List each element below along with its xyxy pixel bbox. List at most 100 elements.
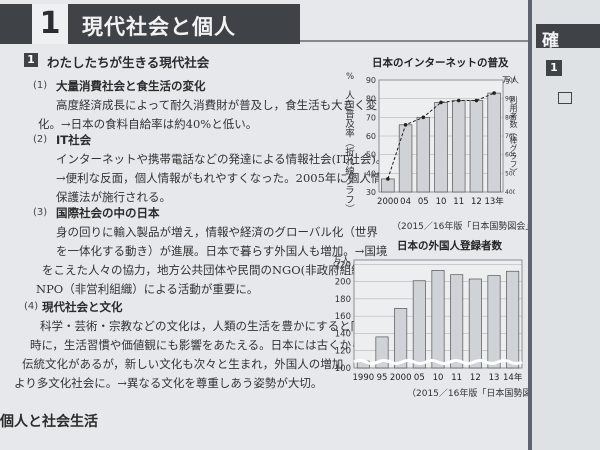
y-tick-label: 220 [335,260,351,270]
bar [416,116,431,193]
y-tick-label: 70 [366,113,376,122]
item-marker: (3) [33,207,48,218]
chart-source: （2015／16年版「日本国勢図会」） [392,222,528,232]
y-axis-unit: 万人 [333,256,351,266]
x-tick-label: 13 [489,373,500,383]
section-number: 1 [24,53,38,67]
line-point [492,91,496,95]
item-marker: (4) [24,301,39,312]
bar [506,270,520,369]
x-tick-label: 05 [414,373,425,383]
x-tick-label: 11 [451,373,462,383]
line-point [403,123,408,127]
item-heading: 現代社会と文化 [42,300,123,314]
x-tick-label: 13年 [484,196,504,207]
y-tick-label: 120 [335,347,351,357]
body-line: 保護法が施行される。 [56,190,171,204]
body-line: 身の回りに輸入製品が増え，情報や経済のグローバル化（世界 [56,225,378,239]
x-tick-label: 12 [471,197,482,207]
y-right-tick-label: 4000 [505,189,515,196]
y-tick-label: 50 [366,151,376,160]
item-heading: 大量消費社会と食生活の変化 [56,79,206,93]
x-tick-label: 04 [400,197,411,207]
bar [451,100,466,193]
y-tick-label: 200 [335,278,351,288]
bar [469,100,484,193]
x-tick-label: 14年 [503,372,523,383]
y-tick-label: 140 [335,329,351,339]
right-header-bar [536,24,600,48]
chart-title: 日本のインターネットの普及 [372,57,509,69]
x-tick-label: 05 [418,197,429,207]
body-line: →便利な反面，個人情報がもれやすくなった。2005年に個人情報 [56,171,394,185]
x-tick-label: 2000 [390,373,412,383]
body-line: を一体化する動き）が進展。日本で暮らす外国人も増加。→国境 [56,244,388,258]
y-right-tick-label: 10000 [505,77,515,84]
body-line: 伝統文化があるが，新しい文化も次々と生まれ，外国人の増加 [22,357,344,371]
line-axis-label: 人口普及率（折れ線グラフ） [343,90,354,214]
internet-chart: 30 40 50 60 70 80 90 4000 5000 6000 7000 8000 9000 10… [366,76,515,207]
header-rule [300,40,528,42]
y-tick-label: 40 [366,169,376,178]
bar [394,308,408,369]
x-tick-label: 10 [433,373,444,383]
bar-axis-label: 利用者数（棒グラフ） [509,96,518,176]
line-point [421,115,426,120]
x-tick-label: 10 [436,197,447,207]
y-tick-label: 80 [366,95,376,104]
line-point [474,98,479,103]
y-tick-label: 160 [335,312,351,322]
bar [487,275,501,369]
item-heading: 国際社会の中の日本 [56,206,160,220]
x-tick-label: 2000 [377,197,399,207]
bar [381,178,395,193]
bar [450,274,464,369]
section-title: わたしたちが生きる現代社会 [47,55,210,70]
x-tick-label: 12 [470,373,481,383]
y-axis-unit: % [346,72,355,82]
bar [434,102,448,193]
textbook-page: 1 現代社会と個人 1 わたしたちが生きる現代社会 (1) 大量消費社会と食生活… [0,0,528,450]
bar [412,280,426,369]
body-line: 時に，生活習慣や価値観にも影響をあたえる。日本には古くから [30,338,363,352]
x-tick-label: 11 [453,197,464,207]
body-line: をこえた人々の協力，地方公共団体や民間のNGO(非政府組織)・ [42,263,379,277]
right-page: 確 1 [532,0,600,450]
y-tick-label: 100 [335,364,351,374]
right-header-text: 確 [542,31,559,51]
chart-source: （2015／16年版「日本国勢図会」ほか） [407,389,528,399]
chapter-banner: 1 現代社会と個人 [0,4,300,44]
line-point [386,177,390,181]
body-line: 高度経済成長によって耐久消費財が普及し，食生活も大きく変 [56,98,378,112]
y-tick-label: 90 [366,76,376,85]
y-right-tick-label: 5000 [505,170,515,177]
bar [487,92,501,193]
line-point [439,100,443,105]
chart-title: 日本の外国人登録者数 [397,240,502,252]
item-marker: (1) [33,80,48,91]
line-point [456,98,461,103]
y-right-tick-label: 6000 [505,152,515,159]
checkbox-icon [558,92,572,104]
y-tick-label: 180 [335,295,351,305]
foreign-residents-chart: 100 120 140 160 180 200 220 1990 95 2000 05 10 11 12 1… [335,259,523,383]
x-tick-label: 95 [377,373,388,383]
item-heading: IT社会 [56,133,92,147]
x-tick-label: 1990 [353,373,375,383]
bar [431,270,445,369]
body-line: インターネットや携帯電話などの発達による情報社会(IT社会)。 [56,152,388,166]
y-right-unit: 万人 [502,76,520,86]
body-line: NPO（非営利組織）による活動が重要に。 [36,282,259,296]
y-right-tick-label: 9000 [505,96,515,103]
body-line: より多文化社会に。→異なる文化を尊重しあう姿勢が大切。 [14,376,323,390]
body-line: 化。→日本の食料自給率は約40%と低い。 [38,117,258,131]
chapter-title: 現代社会と個人 [82,15,236,39]
chapter-number: 1 [32,4,68,44]
y-right-tick-label: 7000 [505,133,515,140]
item-marker: (2) [33,134,48,145]
right-box-number: 1 [546,60,562,76]
body-line: 科学・芸術・宗教などの文化は，人類の生活を豊かにすると同 [40,319,363,333]
y-tick-label: 60 [366,132,376,141]
y-right-tick-label: 8000 [505,114,515,121]
bar [398,124,413,193]
